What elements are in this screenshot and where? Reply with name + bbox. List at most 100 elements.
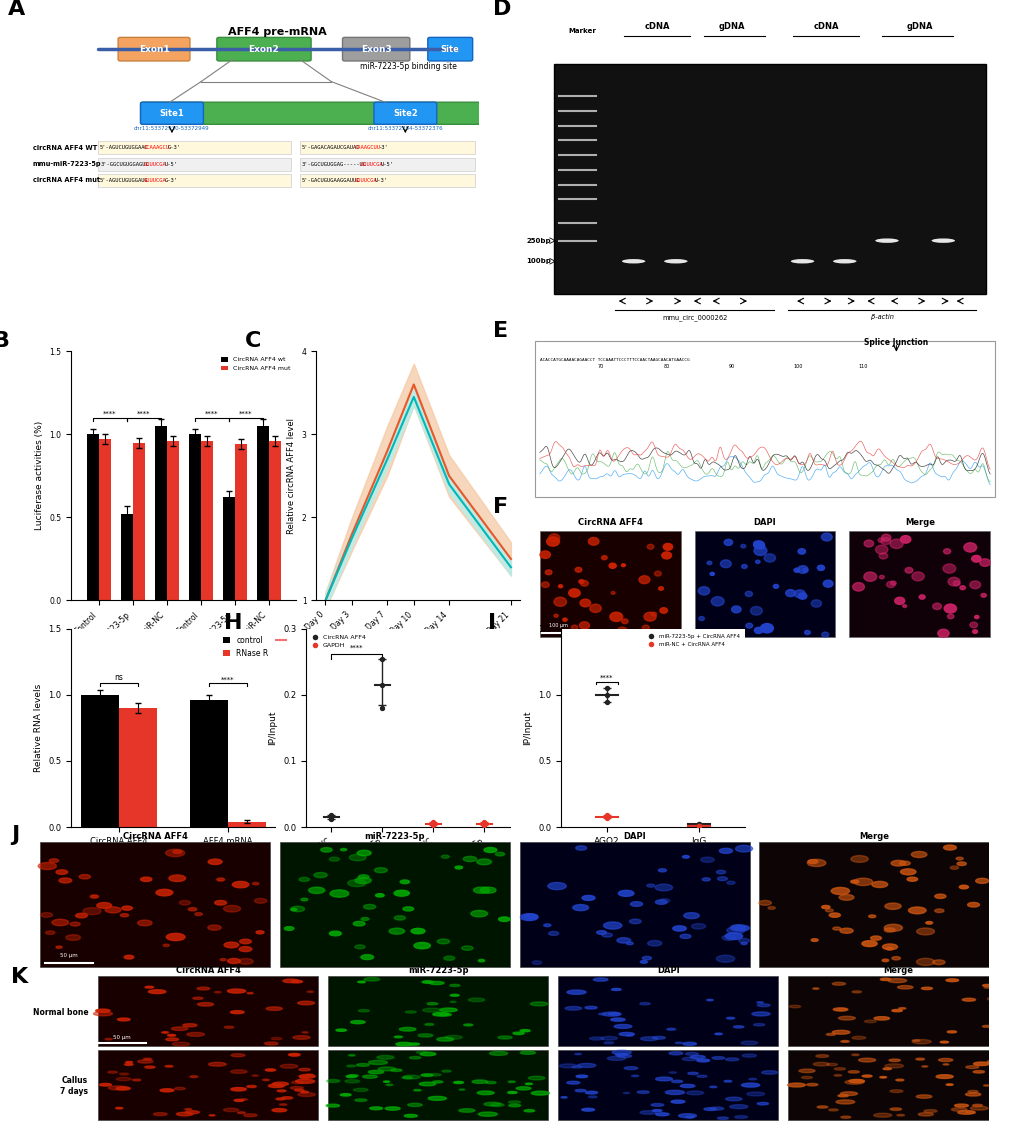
Circle shape (760, 623, 772, 633)
Circle shape (685, 1116, 694, 1118)
Circle shape (247, 993, 253, 994)
Text: Callus
7 days: Callus 7 days (60, 1076, 88, 1096)
Circle shape (678, 1114, 696, 1117)
Circle shape (189, 908, 197, 911)
Text: 110: 110 (858, 364, 867, 369)
Circle shape (944, 604, 956, 613)
Circle shape (449, 1002, 455, 1003)
Circle shape (643, 612, 655, 621)
Circle shape (953, 581, 959, 586)
Circle shape (244, 1114, 257, 1117)
Circle shape (884, 903, 900, 910)
Circle shape (344, 1080, 360, 1083)
Circle shape (116, 1077, 131, 1081)
Circle shape (972, 630, 976, 633)
Circle shape (264, 1042, 278, 1045)
Text: CircRNA AFF4: CircRNA AFF4 (122, 833, 187, 842)
Circle shape (646, 544, 653, 550)
Circle shape (890, 539, 902, 548)
Circle shape (346, 1065, 356, 1067)
Circle shape (881, 944, 897, 949)
Circle shape (294, 1089, 304, 1091)
Circle shape (716, 1117, 728, 1119)
Circle shape (348, 1055, 355, 1056)
Circle shape (385, 1084, 392, 1085)
Circle shape (900, 869, 915, 875)
Point (425, 815, 441, 833)
Bar (519, 842, 749, 966)
Bar (557, 1050, 777, 1119)
Circle shape (637, 1091, 648, 1093)
Circle shape (664, 1090, 684, 1094)
Circle shape (495, 852, 504, 855)
Ellipse shape (663, 259, 687, 264)
Circle shape (745, 623, 752, 628)
Circle shape (361, 955, 373, 960)
Circle shape (345, 1075, 357, 1077)
Circle shape (821, 905, 829, 909)
Circle shape (403, 906, 414, 911)
Circle shape (812, 1063, 828, 1066)
Circle shape (97, 903, 111, 909)
Point (476, 815, 492, 833)
Circle shape (738, 938, 749, 943)
Circle shape (165, 1065, 173, 1067)
Circle shape (160, 1089, 174, 1092)
Circle shape (640, 961, 647, 963)
Circle shape (145, 986, 154, 988)
Circle shape (153, 1113, 167, 1116)
Circle shape (253, 883, 259, 885)
Circle shape (290, 909, 297, 911)
Circle shape (827, 1109, 838, 1111)
Text: Site 1: Site 1 (117, 658, 141, 667)
Circle shape (607, 1013, 620, 1015)
Text: cDNA: cDNA (644, 23, 669, 32)
Ellipse shape (622, 259, 645, 264)
Text: B: B (0, 331, 10, 351)
Circle shape (416, 1051, 427, 1054)
Circle shape (231, 1054, 245, 1057)
Circle shape (471, 911, 487, 917)
Circle shape (840, 1116, 850, 1118)
Circle shape (810, 939, 817, 942)
Circle shape (340, 1093, 351, 1096)
Circle shape (508, 1101, 520, 1104)
Circle shape (947, 578, 959, 586)
Circle shape (326, 1105, 339, 1107)
Circle shape (868, 915, 875, 918)
Circle shape (520, 913, 538, 920)
Circle shape (824, 909, 833, 912)
Text: Exon1: Exon1 (139, 44, 169, 53)
Point (374, 649, 390, 667)
Circle shape (623, 1092, 629, 1093)
Circle shape (931, 603, 941, 610)
Circle shape (239, 939, 251, 944)
Bar (268, 441, 280, 600)
Point (476, 816, 492, 834)
Circle shape (291, 980, 303, 983)
Circle shape (195, 913, 202, 915)
Circle shape (182, 1024, 197, 1026)
Circle shape (357, 1064, 369, 1066)
Circle shape (701, 878, 709, 881)
Circle shape (520, 1030, 530, 1032)
Circle shape (755, 560, 759, 563)
Circle shape (836, 1100, 854, 1104)
Circle shape (144, 1058, 152, 1060)
Circle shape (453, 1081, 463, 1083)
Circle shape (532, 961, 541, 964)
Circle shape (116, 1087, 130, 1090)
Circle shape (638, 576, 649, 583)
Circle shape (298, 1002, 314, 1005)
Circle shape (227, 989, 246, 993)
Circle shape (545, 570, 551, 574)
Circle shape (801, 1076, 811, 1079)
Text: chr11:53372930-53372949: chr11:53372930-53372949 (135, 126, 210, 130)
Circle shape (696, 1075, 706, 1077)
Circle shape (772, 585, 777, 588)
Bar (119, 708, 157, 827)
Circle shape (459, 1109, 475, 1113)
Circle shape (936, 629, 948, 638)
Circle shape (825, 1033, 835, 1036)
Circle shape (610, 591, 614, 595)
